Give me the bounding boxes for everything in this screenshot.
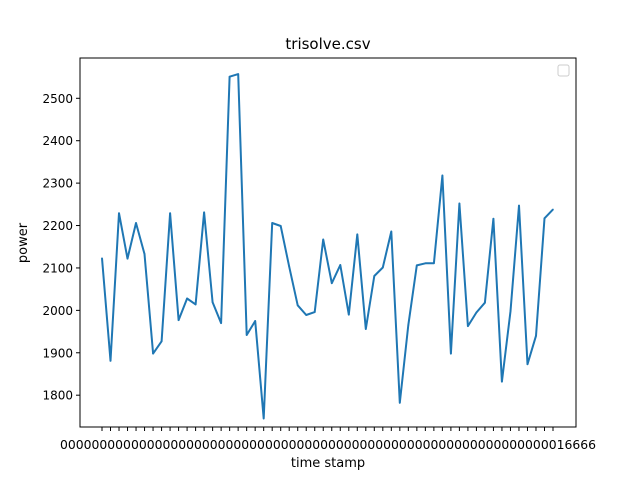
data-point: [101, 257, 103, 259]
data-point: [194, 303, 197, 306]
data-point: [160, 340, 163, 343]
chart-title: trisolve.csv: [285, 35, 370, 53]
data-point: [347, 313, 350, 316]
data-point: [552, 208, 554, 211]
data-point: [399, 402, 401, 404]
data-point: [526, 363, 529, 366]
data-point: [492, 217, 495, 220]
data-point: [245, 334, 248, 336]
data-point: [373, 275, 376, 277]
data-point: [254, 320, 256, 322]
data-point: [339, 264, 342, 266]
data-point: [501, 380, 503, 383]
data-point: [407, 324, 410, 327]
data-point: [382, 266, 384, 269]
data-point: [143, 253, 146, 255]
data-point: [305, 314, 308, 316]
data-point: [152, 352, 154, 355]
data-point: [458, 202, 461, 205]
y-tick-label: 1800: [42, 389, 73, 403]
x-tick-labels: 0000000000000000000000000000000000000000…: [60, 438, 596, 452]
series-line: [101, 73, 554, 420]
series-layer: [101, 73, 554, 420]
data-point: [271, 222, 273, 224]
y-tick-label: 2400: [42, 134, 73, 148]
data-point: [433, 262, 435, 265]
y-tick-label: 2200: [42, 219, 73, 233]
data-point: [509, 310, 512, 313]
data-point: [484, 301, 486, 304]
data-point: [356, 233, 359, 236]
data-point: [543, 217, 546, 220]
data-point: [322, 238, 325, 241]
y-tick-label: 1900: [42, 346, 73, 360]
data-point: [535, 335, 537, 337]
data-point: [364, 328, 367, 330]
data-point: [262, 417, 265, 420]
data-point: [288, 265, 291, 268]
data-point: [313, 311, 316, 313]
data-point: [450, 352, 452, 355]
data-point: [416, 264, 418, 267]
data-point: [467, 325, 469, 327]
legend-box: [557, 64, 570, 77]
data-point: [390, 230, 393, 233]
x-axis-label: time stamp: [291, 456, 365, 471]
axes: 1800 1900 2000 2100 2200 2300 2400 2500: [42, 92, 554, 431]
data-point: [169, 212, 171, 215]
data-point: [220, 322, 222, 324]
y-tick-label: 2000: [42, 304, 73, 318]
y-tick-label: 2500: [42, 92, 73, 106]
data-point: [441, 174, 444, 177]
data-point: [424, 262, 427, 265]
data-point: [237, 73, 239, 75]
data-point: [475, 311, 478, 314]
data-point: [296, 304, 299, 307]
data-point: [126, 257, 129, 260]
data-point: [109, 360, 112, 362]
data-point: [330, 282, 333, 285]
data-point: [135, 222, 137, 224]
y-axis-label: power: [16, 222, 31, 263]
data-point: [203, 211, 205, 214]
data-point: [228, 75, 231, 78]
data-point: [518, 204, 520, 207]
data-point: [186, 297, 188, 300]
plot-frame: [79, 57, 577, 428]
data-point: [279, 225, 282, 227]
y-tick-label: 2100: [42, 261, 73, 275]
data-point: [211, 301, 214, 304]
data-point: [177, 319, 180, 321]
y-tick-label: 2300: [42, 177, 73, 191]
data-point: [118, 212, 120, 215]
